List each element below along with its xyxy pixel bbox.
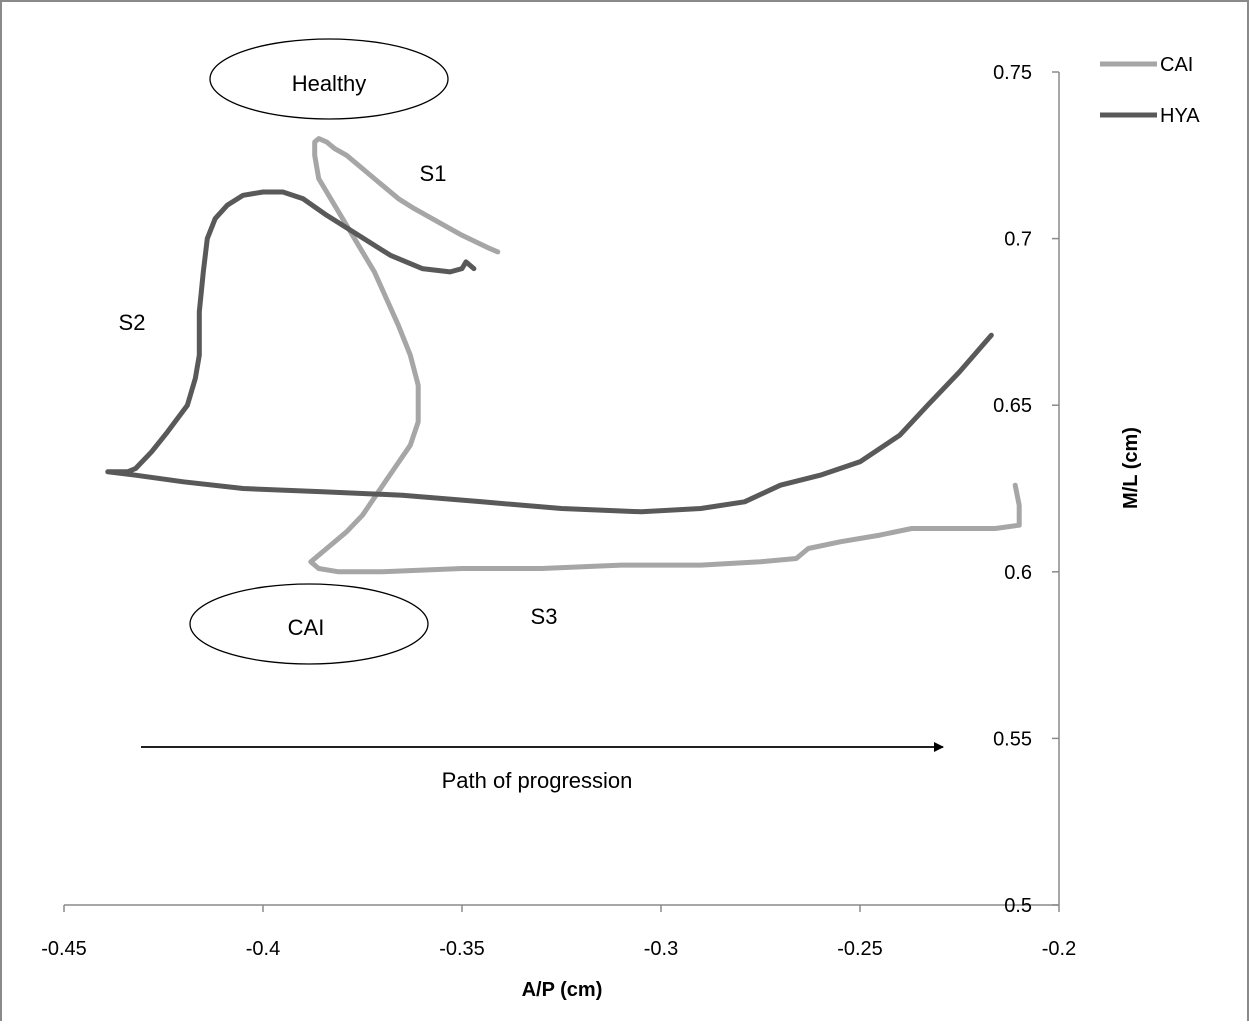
x-tick-label: -0.4 <box>246 938 280 960</box>
series-line-cai <box>308 136 1022 575</box>
series-line-hya <box>105 189 994 515</box>
s3-label: S3 <box>531 604 558 629</box>
x-tick-label: -0.35 <box>439 938 485 960</box>
x-tick-label: -0.45 <box>41 938 87 960</box>
cai-ellipse <box>189 583 429 665</box>
y-axis-title: M/L (cm) <box>1120 427 1142 509</box>
legend-label-cai: CAI <box>1160 54 1193 76</box>
progression-label: Path of progression <box>442 768 633 793</box>
y-tick-label: 0.5 <box>1004 895 1032 917</box>
cai-label: CAI <box>288 615 325 640</box>
x-tick-label: -0.25 <box>837 938 883 960</box>
x-tick-label: -0.2 <box>1042 938 1076 960</box>
series-group <box>105 136 1022 575</box>
y-tick-label: 0.75 <box>993 62 1032 84</box>
s2-label: S2 <box>119 310 146 335</box>
legend-label-hya: HYA <box>1160 105 1200 127</box>
healthy-label: Healthy <box>292 71 367 96</box>
s1-label: S1 <box>420 161 447 186</box>
y-ticks: 0.5 0.55 0.6 0.65 0.7 0.75 <box>993 62 1059 917</box>
y-tick-label: 0.55 <box>993 728 1032 750</box>
legend: CAI HYA <box>1100 54 1200 127</box>
y-tick-label: 0.6 <box>1004 562 1032 584</box>
healthy-ellipse <box>209 38 449 120</box>
y-tick-label: 0.7 <box>1004 229 1032 251</box>
annotations: Healthy CAI S1 S2 S3 Path of progression <box>119 38 944 793</box>
x-axis-title: A/P (cm) <box>522 979 603 1001</box>
x-tick-label: -0.3 <box>644 938 678 960</box>
axes: -0.45 -0.4 -0.35 -0.3 -0.25 -0.2 0.50.550.60.… <box>41 62 1142 1001</box>
y-tick-label: 0.65 <box>993 395 1032 417</box>
x-ticks: -0.45 -0.4 -0.35 -0.3 -0.25 -0.2 <box>41 905 1076 960</box>
